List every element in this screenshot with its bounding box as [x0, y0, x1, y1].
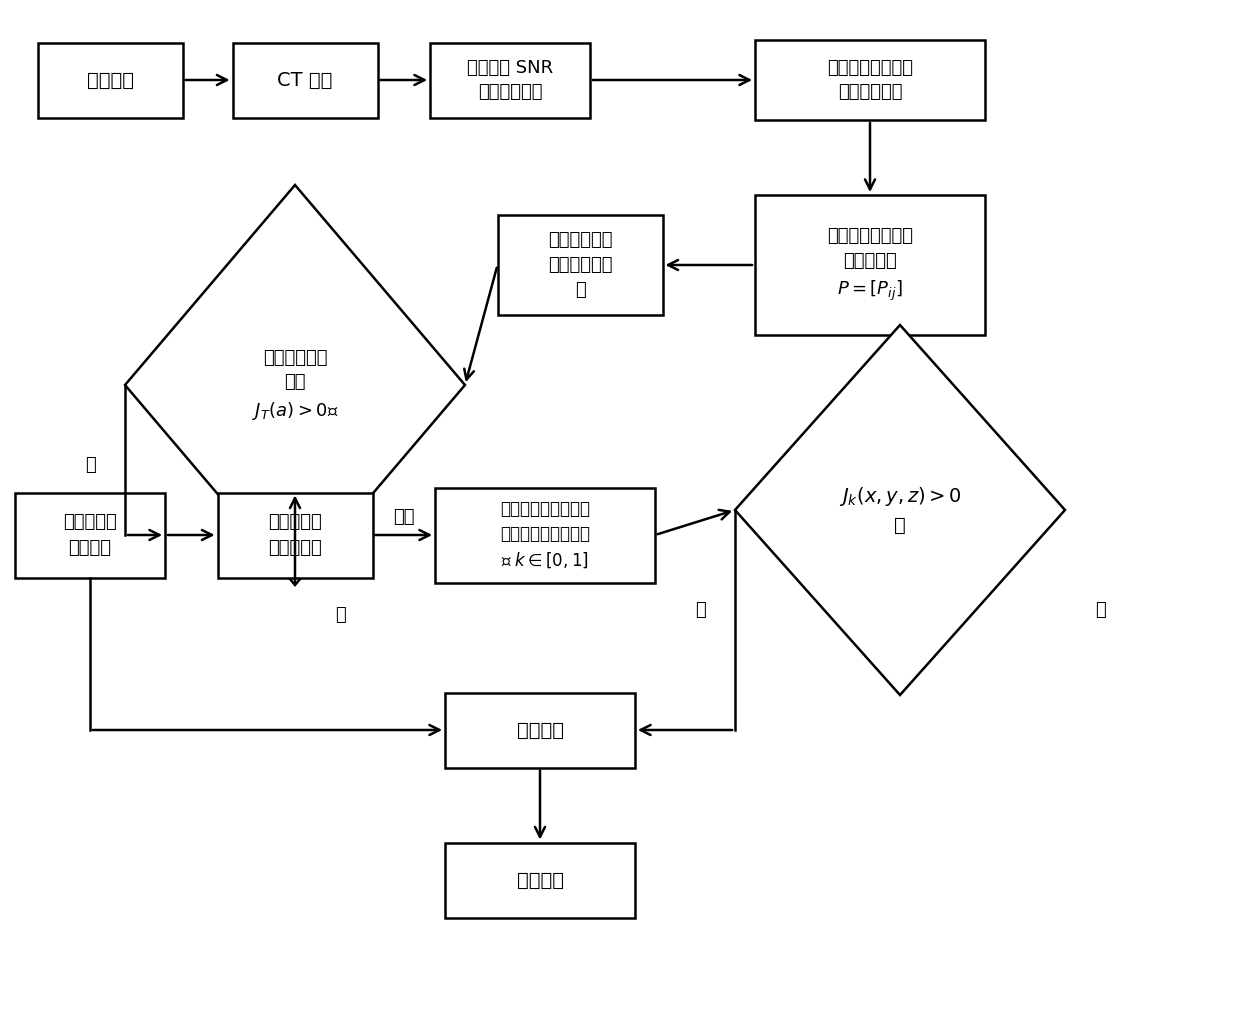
Bar: [430, 43, 590, 118]
Text: 构造空域滤波器对
目标点集滤波: 构造空域滤波器对 目标点集滤波: [827, 58, 913, 101]
Bar: [435, 488, 655, 582]
Bar: [755, 40, 985, 120]
Text: 否: 否: [694, 601, 706, 619]
Bar: [217, 492, 372, 578]
Bar: [233, 43, 377, 118]
Text: CT 扫描: CT 扫描: [278, 71, 332, 89]
Text: 数据采集: 数据采集: [87, 71, 134, 89]
Polygon shape: [735, 325, 1065, 695]
Bar: [37, 43, 182, 118]
Text: 保持性的优化：以一
定步长改变形变场参
数 $k\in[0,1]$: 保持性的优化：以一 定步长改变形变场参 数 $k\in[0,1]$: [500, 500, 590, 570]
Text: 否: 否: [335, 606, 346, 624]
Text: 概率松弛标记
法优化匹配概
率: 概率松弛标记 法优化匹配概 率: [548, 231, 613, 299]
Text: 是: 是: [84, 456, 95, 474]
Text: $J_k(x,y,z)>0$
？: $J_k(x,y,z)>0$ ？: [838, 485, 961, 535]
Polygon shape: [125, 185, 465, 585]
Bar: [445, 693, 635, 767]
Text: 比较图像 SNR
进行图像筛选: 比较图像 SNR 进行图像筛选: [467, 58, 553, 101]
Bar: [15, 492, 165, 578]
Text: 三维重建: 三维重建: [517, 720, 563, 740]
Text: 非刚性匹配得到概
率匹配矩阵
$P=[P_{ij}]$: 非刚性匹配得到概 率匹配矩阵 $P=[P_{ij}]$: [827, 227, 913, 303]
Bar: [445, 843, 635, 918]
Bar: [497, 215, 662, 315]
Bar: [755, 195, 985, 335]
Text: 优化: 优化: [393, 508, 414, 526]
Text: 拓扑性质具
有保持性: 拓扑性质具 有保持性: [63, 514, 117, 557]
Text: 得出结果: 得出结果: [517, 871, 563, 890]
Text: 拓扑性质不
具有保持性: 拓扑性质不 具有保持性: [268, 514, 322, 557]
Text: 拓扑连续性分
析：
$J_T(a)>0$？: 拓扑连续性分 析： $J_T(a)>0$？: [252, 349, 339, 421]
Text: 是: 是: [1095, 601, 1105, 619]
